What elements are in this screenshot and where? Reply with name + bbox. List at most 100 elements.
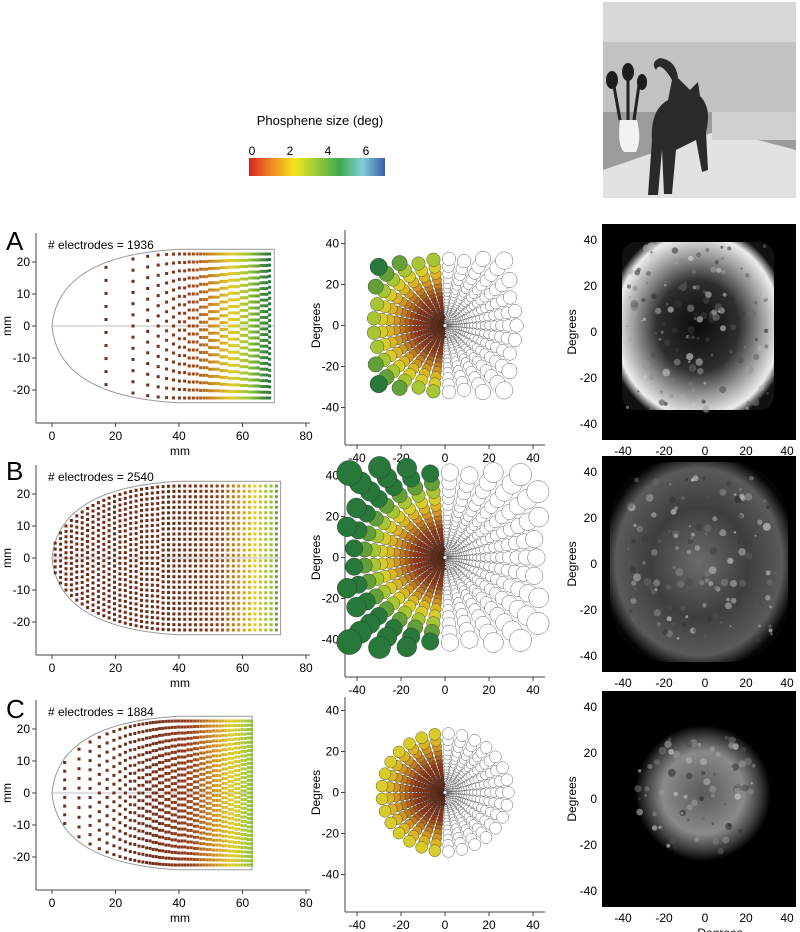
electrode (164, 856, 168, 860)
electrode (218, 813, 222, 817)
electrode (253, 548, 257, 552)
electrode (196, 774, 200, 778)
electrode (137, 859, 141, 863)
electrode (199, 719, 203, 723)
electrode (231, 591, 235, 595)
electrode (212, 719, 215, 723)
electrode (202, 746, 206, 750)
phosphene (426, 384, 441, 399)
electrode (245, 308, 249, 312)
percept-speckle (642, 244, 651, 252)
electrode (215, 764, 219, 768)
electrode (107, 523, 111, 527)
electrode (269, 612, 273, 616)
electrode (188, 537, 192, 541)
percept-speckle (768, 624, 772, 628)
electrode (145, 583, 149, 587)
electrode (245, 384, 249, 387)
electrode (227, 835, 231, 839)
electrode (210, 484, 214, 488)
electrode (227, 779, 231, 783)
electrode (112, 765, 116, 769)
electrode (218, 848, 222, 852)
electrode (59, 542, 63, 546)
electrode (145, 721, 149, 725)
electrode (234, 773, 238, 777)
electrode (141, 829, 145, 833)
electrode (269, 505, 273, 509)
electrode (172, 575, 176, 579)
electrode (259, 304, 263, 308)
percept-speckle (634, 587, 637, 590)
electrode (146, 276, 150, 280)
electrode (146, 319, 150, 323)
percept-speckle (699, 580, 705, 586)
electrode (102, 526, 106, 530)
electrode (251, 312, 254, 316)
electrode (240, 837, 244, 841)
electrode (250, 804, 254, 808)
electrode (131, 279, 135, 283)
electrode (105, 850, 109, 854)
electrode (234, 827, 238, 831)
percept-speckle (712, 313, 720, 321)
electrode (243, 802, 247, 806)
percept-speckle (746, 564, 749, 567)
electrode (231, 784, 235, 788)
electrode (86, 518, 90, 521)
electrode (231, 291, 234, 295)
electrode (145, 809, 149, 813)
electrode (265, 390, 269, 394)
electrode (154, 812, 158, 816)
electrode (215, 789, 219, 792)
electrode (246, 808, 250, 812)
electrode (259, 361, 263, 365)
electrode (246, 791, 250, 795)
electrode (194, 511, 197, 515)
electrode (237, 580, 241, 584)
percept-speckle (640, 326, 645, 330)
percept-speckle (717, 310, 721, 313)
percept-speckle (758, 624, 761, 628)
percept-speckle (651, 293, 657, 300)
electrode (226, 543, 230, 547)
electrode (173, 857, 177, 861)
electrode (183, 379, 187, 383)
electrode (107, 540, 111, 544)
percept-speckle (701, 399, 706, 404)
electrode (161, 527, 165, 531)
electrode (183, 580, 187, 584)
electrode (221, 591, 224, 595)
electrode (210, 543, 214, 547)
electrode (202, 358, 206, 362)
electrode (133, 755, 137, 759)
electrode (193, 730, 196, 734)
electrode (227, 831, 231, 834)
electrode (253, 617, 257, 621)
electrode (96, 517, 100, 521)
electrode (256, 360, 260, 364)
electrode (256, 348, 260, 352)
electrode (183, 596, 187, 600)
electrode (259, 385, 263, 388)
electrode (118, 498, 122, 502)
electrode (202, 298, 206, 301)
electrode (180, 863, 184, 867)
electrode (118, 588, 122, 592)
electrode (268, 296, 272, 300)
electrode (177, 719, 181, 723)
electrode (134, 575, 138, 579)
electrode (242, 333, 246, 337)
electrode (242, 601, 246, 605)
electrode (231, 331, 234, 334)
percept-speckle (714, 580, 717, 583)
electrode (183, 337, 187, 341)
electrode (164, 765, 168, 769)
electrode (134, 597, 138, 601)
electrode (210, 580, 214, 584)
electrode (88, 768, 92, 772)
electrode (180, 737, 184, 741)
cat-shape (648, 58, 708, 195)
electrode (246, 744, 250, 748)
